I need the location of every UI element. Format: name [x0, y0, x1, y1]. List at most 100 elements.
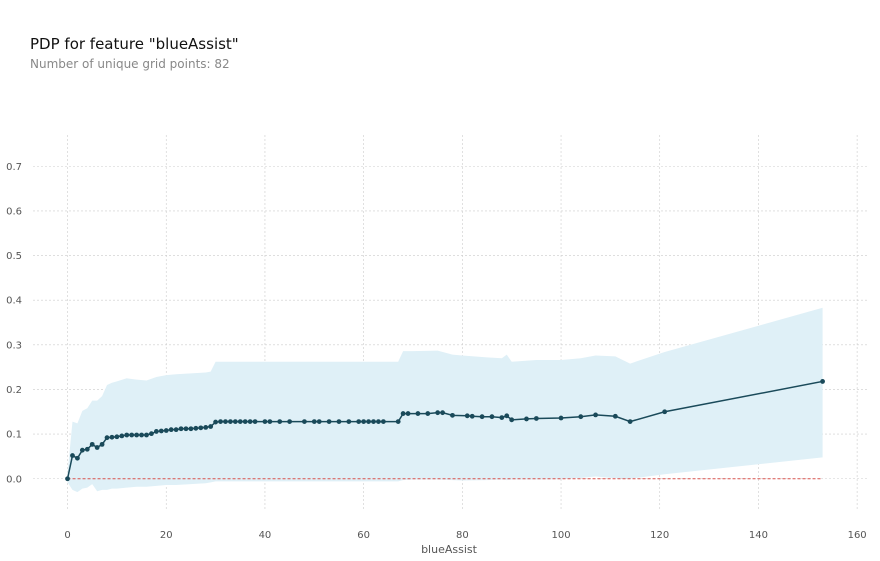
- pdp-data-point: [114, 434, 120, 440]
- pdp-data-point: [464, 413, 470, 419]
- pdp-data-point: [65, 476, 70, 482]
- pdp-data-point: [227, 419, 233, 425]
- pdp-point-layer: [65, 379, 825, 482]
- pdp-data-point: [405, 411, 411, 416]
- pdp-data-point: [153, 429, 159, 434]
- pdp-data-point: [820, 379, 825, 384]
- chart-title: PDP for feature "blueAssist": [30, 35, 239, 53]
- pdp-data-point: [469, 413, 475, 419]
- pdp-data-point: [124, 432, 130, 438]
- pdp-data-point: [168, 427, 174, 433]
- x-tick-label: 20: [160, 530, 173, 541]
- pdp-data-point: [208, 424, 214, 429]
- pdp-data-point: [356, 419, 362, 425]
- confidence-band: [67, 307, 823, 493]
- pdp-data-point: [198, 425, 204, 431]
- pdp-data-point: [450, 412, 455, 418]
- y-tick-label: 0.7: [6, 162, 22, 173]
- pdp-data-point: [287, 419, 293, 425]
- pdp-data-point: [144, 432, 149, 438]
- pdp-data-point: [578, 414, 584, 420]
- pdp-data-point: [346, 419, 352, 425]
- pdp-data-point: [84, 446, 90, 452]
- pdp-data-point: [242, 419, 248, 425]
- x-tick-label: 160: [848, 530, 867, 541]
- x-tick-label: 140: [749, 530, 768, 541]
- pdp-data-point: [302, 419, 307, 425]
- y-tick-label: 0.2: [6, 385, 22, 396]
- pdp-data-point: [376, 419, 381, 425]
- pdp-data-point: [237, 419, 243, 425]
- pdp-data-point: [361, 419, 367, 425]
- pdp-data-point: [232, 419, 238, 425]
- pdp-data-point: [109, 434, 115, 440]
- x-tick-label: 40: [259, 530, 272, 541]
- pdp-data-point: [163, 428, 169, 433]
- pdp-data-point: [380, 419, 386, 425]
- pdp-data-point: [247, 419, 253, 425]
- pdp-data-point: [203, 425, 209, 430]
- pdp-data-point: [89, 441, 95, 447]
- pdp-data-point: [104, 435, 110, 441]
- pdp-data-point: [366, 419, 371, 425]
- chart-subtitle: Number of unique grid points: 82: [30, 57, 230, 71]
- pdp-data-point: [139, 432, 144, 438]
- pdp-data-point: [277, 419, 283, 425]
- pdp-data-point: [499, 415, 505, 420]
- pdp-data-point: [415, 411, 421, 416]
- y-tick-label: 0.5: [6, 251, 22, 262]
- pdp-data-point: [70, 453, 75, 458]
- x-tick-label: 60: [357, 530, 370, 541]
- pdp-data-point: [183, 426, 189, 432]
- pdp-data-point: [134, 432, 140, 438]
- pdp-data-point: [188, 426, 194, 432]
- y-tick-label: 0.3: [6, 340, 22, 351]
- pdp-data-point: [435, 410, 441, 416]
- tick-label-layer: 0 20 40 60 80 100 120 140 160 0.0 0.1 0.2 0.3 0.4 0.5 0…: [6, 162, 867, 541]
- pdp-data-point: [94, 445, 100, 450]
- pdp-data-point: [193, 425, 199, 431]
- pdp-data-point: [75, 455, 80, 461]
- x-tick-label: 0: [64, 530, 70, 541]
- pdp-data-point: [119, 433, 125, 439]
- pdp-data-point: [316, 419, 322, 425]
- y-tick-label: 0.6: [6, 206, 22, 217]
- pdp-data-point: [662, 409, 668, 415]
- pdp-data-point: [440, 410, 445, 416]
- pdp-data-point: [395, 419, 401, 425]
- pdp-data-point: [262, 419, 268, 425]
- pdp-data-point: [336, 419, 342, 425]
- pdp-data-point: [252, 419, 258, 425]
- pdp-data-point: [173, 427, 179, 433]
- pdp-data-point: [400, 411, 406, 416]
- pdp-data-point: [158, 428, 164, 434]
- y-tick-label: 0.0: [6, 474, 22, 485]
- pdp-data-point: [311, 419, 317, 425]
- pdp-data-point: [489, 414, 495, 420]
- pdp-data-point: [223, 419, 228, 425]
- pdp-data-point: [558, 415, 564, 421]
- y-tick-label: 0.1: [6, 430, 22, 441]
- pdp-data-point: [524, 416, 529, 422]
- pdp-data-point: [178, 426, 184, 432]
- x-axis-label: blueAssist: [421, 543, 478, 556]
- pdp-data-point: [593, 412, 598, 418]
- x-tick-label: 80: [456, 530, 469, 541]
- confidence-band-layer: [67, 307, 823, 493]
- pdp-data-point: [99, 441, 105, 447]
- y-tick-label: 0.4: [6, 296, 22, 307]
- pdp-data-point: [129, 432, 135, 438]
- x-tick-label: 120: [650, 530, 669, 541]
- pdp-data-point: [79, 447, 85, 453]
- x-tick-label: 100: [551, 530, 570, 541]
- pdp-data-point: [479, 414, 485, 420]
- pdp-data-point: [533, 416, 539, 421]
- pdp-data-point: [425, 411, 431, 416]
- pdp-data-point: [326, 419, 332, 425]
- pdp-data-point: [627, 419, 633, 425]
- pdp-data-point: [504, 413, 510, 419]
- pdp-data-point: [371, 419, 376, 425]
- pdp-data-point: [149, 431, 154, 437]
- pdp-data-point: [509, 417, 515, 423]
